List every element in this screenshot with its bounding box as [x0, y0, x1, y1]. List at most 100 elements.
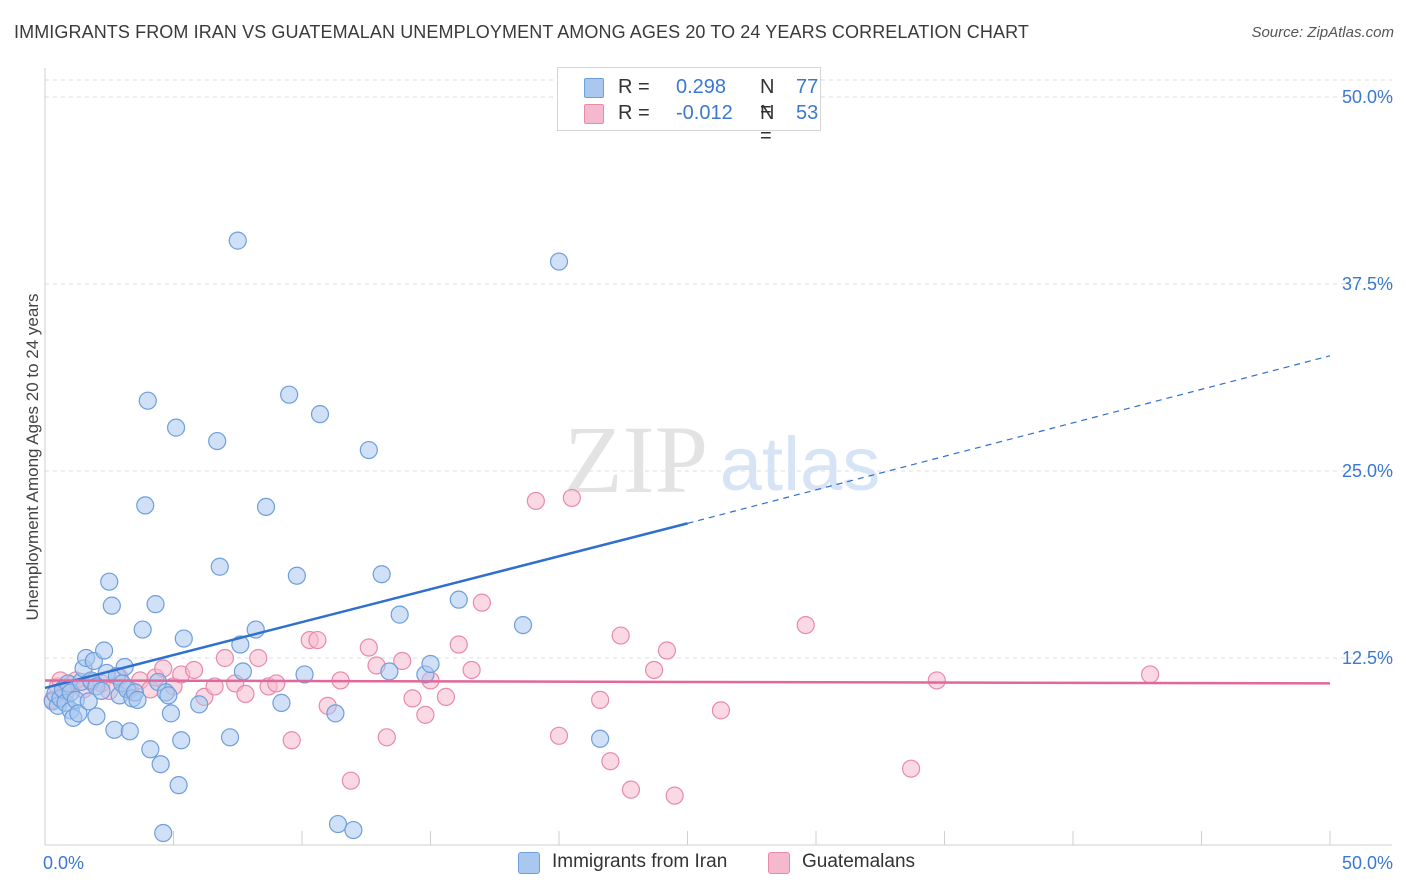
- point-guatemalans: [393, 651, 412, 671]
- legend-swatch-iran: [518, 852, 540, 874]
- legend-n-value: 53: [796, 102, 819, 124]
- point-iran: [100, 572, 119, 591]
- point-iran: [287, 566, 306, 585]
- point-guatemalans: [562, 488, 581, 508]
- point-iran: [128, 690, 147, 709]
- point-iran: [79, 692, 98, 711]
- chart-title: IMMIGRANTS FROM IRAN VS GUATEMALAN UNEMP…: [14, 22, 1029, 42]
- point-iran: [380, 662, 399, 681]
- point-guatemalans: [403, 689, 422, 708]
- point-guatemalans: [796, 615, 815, 635]
- point-iran: [591, 729, 610, 748]
- point-iran: [133, 620, 152, 639]
- legend-swatch-guatemalans: [768, 852, 790, 874]
- point-iran: [190, 695, 209, 714]
- point-guatemalans: [657, 641, 677, 660]
- y-tick-label: 12.5%: [1342, 648, 1393, 668]
- point-iran: [174, 629, 193, 648]
- point-guatemalans: [249, 648, 268, 668]
- point-guatemalans: [449, 635, 468, 654]
- point-guatemalans: [901, 759, 921, 778]
- watermark-atlas: atlas: [720, 422, 881, 507]
- axes: [44, 68, 1392, 846]
- point-iran: [136, 496, 155, 515]
- point-iran: [328, 814, 348, 834]
- trend-line-guatemalans: [44, 679, 1331, 685]
- point-guatemalans: [436, 687, 456, 706]
- point-iran: [210, 557, 229, 576]
- source-label: Source: ZipAtlas.com: [1251, 24, 1394, 41]
- point-guatemalans: [308, 630, 327, 650]
- point-guatemalans: [611, 626, 630, 645]
- point-iran: [87, 707, 106, 726]
- point-guatemalans: [215, 648, 234, 668]
- point-guatemalans: [526, 491, 545, 511]
- y-tick-label: 25.0%: [1342, 461, 1393, 481]
- point-iran: [233, 662, 252, 681]
- point-guatemalans: [282, 731, 301, 750]
- legend-label-iran: Immigrants from Iran: [552, 851, 728, 872]
- legend-r-value: 0.298: [676, 76, 727, 98]
- point-iran: [102, 596, 121, 615]
- point-iran: [208, 431, 227, 451]
- point-guatemalans: [205, 677, 224, 696]
- point-guatemalans: [341, 771, 360, 790]
- series-immigrants-from-iran: [43, 231, 610, 843]
- point-iran: [310, 405, 330, 424]
- x-tick-label: 50.0%: [1342, 853, 1393, 873]
- legend-swatch-iran: [584, 78, 604, 98]
- point-iran: [231, 635, 250, 654]
- legend-swatch-guatemalans: [584, 104, 604, 124]
- point-guatemalans: [665, 786, 684, 805]
- point-iran: [272, 693, 291, 712]
- point-iran: [372, 565, 391, 584]
- point-iran: [326, 704, 345, 723]
- point-iran: [169, 776, 188, 795]
- point-iran: [154, 823, 173, 843]
- point-iran: [220, 728, 240, 747]
- trend-line-iran: [44, 522, 688, 690]
- point-guatemalans: [927, 671, 946, 690]
- point-iran: [390, 605, 409, 624]
- point-iran: [138, 391, 157, 410]
- gridlines: [45, 79, 1392, 659]
- legend-r-label: R =: [618, 102, 650, 124]
- point-iran: [421, 654, 440, 674]
- legend-n-label: N =: [760, 76, 775, 121]
- legend-n-value: 77: [796, 76, 819, 98]
- watermark-zip: ZIP: [564, 406, 708, 513]
- point-iran: [449, 590, 468, 609]
- point-iran: [161, 704, 181, 723]
- point-guatemalans: [591, 690, 610, 709]
- y-axis-label: Unemployment Among Ages 20 to 24 years: [23, 294, 42, 621]
- point-iran: [295, 665, 314, 684]
- point-iran: [146, 595, 165, 614]
- point-iran: [359, 440, 378, 460]
- point-iran: [280, 385, 299, 404]
- point-iran: [549, 252, 569, 271]
- point-iran: [513, 615, 533, 635]
- point-iran: [256, 497, 276, 517]
- point-guatemalans: [644, 660, 664, 680]
- legend-n-label: N =: [760, 102, 775, 147]
- point-iran: [69, 704, 88, 723]
- point-iran: [105, 720, 124, 739]
- point-guatemalans: [621, 780, 641, 799]
- point-guatemalans: [267, 674, 286, 693]
- point-iran: [228, 231, 247, 250]
- point-guatemalans: [549, 726, 569, 745]
- point-guatemalans: [377, 728, 396, 747]
- trend-line-iran-extension: [687, 355, 1331, 524]
- point-guatemalans: [1140, 665, 1160, 684]
- trend-lines: [44, 355, 1331, 690]
- correlation-legend: R = 0.298 N = 77 R = -0.012 N = 53: [557, 67, 821, 147]
- point-guatemalans: [236, 684, 255, 704]
- point-iran: [159, 686, 178, 705]
- point-iran: [141, 740, 160, 759]
- point-iran: [166, 418, 186, 437]
- legend-r-value: -0.012: [676, 102, 733, 124]
- point-iran: [92, 681, 111, 701]
- point-guatemalans: [472, 593, 491, 612]
- x-tick-label: 0.0%: [43, 853, 84, 873]
- legend-r-label: R =: [618, 76, 650, 98]
